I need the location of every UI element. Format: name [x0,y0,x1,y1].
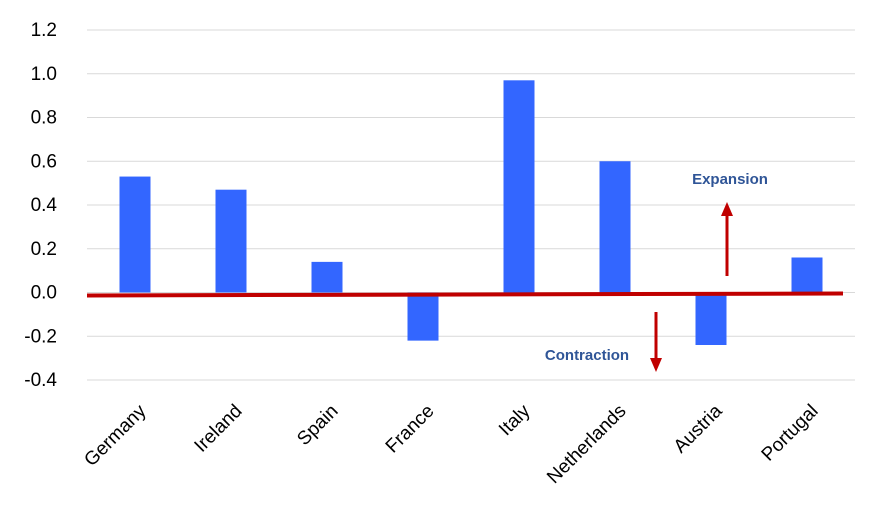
x-tick-label: Ireland [191,401,247,457]
bar-austria [695,292,727,345]
bar-netherlands [599,161,631,293]
x-tick-label: Netherlands [543,401,630,488]
x-tick-label: France [382,401,439,458]
y-tick-label: 1.0 [31,64,57,85]
bar-spain [311,261,343,293]
contraction-label: Contraction [545,347,629,364]
bar-france [407,292,439,341]
y-tick-label: -0.4 [24,370,57,391]
y-tick-label: 0.4 [31,195,58,216]
x-tick-label: Italy [495,400,535,440]
zero-baseline [86,291,844,298]
y-tick-label: 0.8 [31,108,57,129]
x-tick-label: Germany [80,400,150,470]
y-tick-label: -0.2 [24,326,57,347]
contraction-arrow [650,312,662,372]
x-tick-label: Spain [293,401,342,450]
x-tick-label: Austria [670,400,727,457]
expansion-label: Expansion [692,171,768,188]
bar-ireland [215,189,247,293]
x-tick-label: Portugal [758,401,823,466]
bar-italy [503,80,535,293]
bar-germany [119,176,151,293]
y-axis-ticks: 1.2 1.0 0.8 0.6 0.4 0.2 0.0 -0.2 -0.4 [24,20,57,391]
expansion-arrow [721,202,733,276]
bar-portugal [791,257,823,293]
y-tick-label: 0.2 [31,239,57,260]
gridlines [87,29,855,381]
y-tick-label: 0.0 [31,283,57,304]
bars [119,80,823,345]
x-axis-categories: Germany Ireland Spain France Italy Netherland… [80,400,822,488]
y-tick-label: 0.6 [31,151,57,172]
y-tick-label: 1.2 [31,20,57,41]
